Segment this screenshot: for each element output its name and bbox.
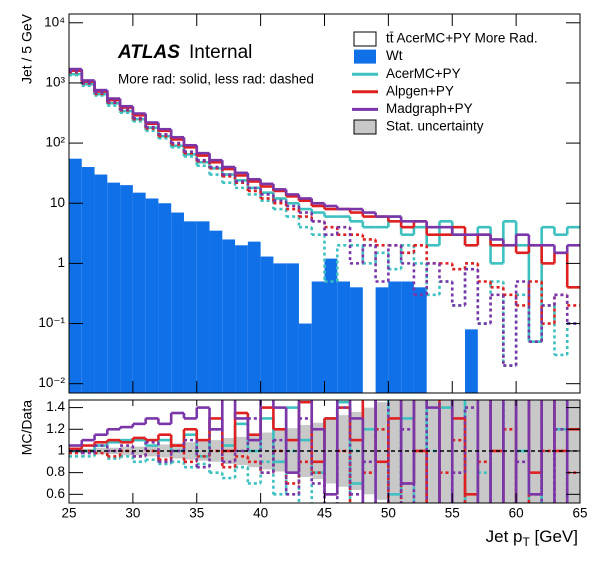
wt-bar — [183, 221, 197, 393]
experiment-label: ATLAS — [117, 42, 180, 63]
x-tick-label: 25 — [61, 506, 76, 521]
wt-bar — [171, 212, 184, 393]
x-tick-label: 60 — [509, 506, 524, 521]
ratio-frame — [68, 399, 581, 504]
wt-bar — [132, 192, 146, 393]
stat-uncertainty-box — [452, 400, 466, 503]
histogram-riser — [80, 400, 569, 503]
wt-bar — [120, 185, 133, 393]
ratio-y-tick-label: 1.4 — [46, 399, 65, 414]
x-tick-label: 50 — [381, 506, 396, 521]
y-tick-label: 10 — [50, 195, 65, 210]
legend-label: Wt — [386, 48, 403, 63]
wt-bar — [209, 230, 223, 393]
y-tick-label: 10² — [45, 135, 65, 150]
main-plot-area — [69, 67, 580, 393]
axes: 10⁴ 10³ 10² 10 1 10⁻¹ 10⁻² 0.6 0.8 1 1.2 1.4 25 30 35 4… — [38, 14, 588, 521]
wt-bar — [337, 281, 351, 393]
x-label-part: Jet p — [486, 527, 523, 546]
wt-bar — [158, 203, 172, 393]
main-frame — [68, 13, 581, 394]
wt-bar — [69, 158, 82, 393]
stat-uncertainty-box — [298, 424, 312, 477]
wt-bar — [260, 256, 274, 393]
histogram-riser — [80, 72, 569, 324]
legend-swatch — [353, 31, 377, 47]
annotation: More rad: solid, less rad: dashed — [118, 72, 314, 87]
x-tick-label: 55 — [445, 506, 460, 521]
legend: tt̄ AcerMC+PY More Rad. Wt AcerMC+PY Alpgen… — [352, 31, 538, 135]
wt-bar — [298, 323, 312, 393]
x-tick-label: 40 — [253, 506, 268, 521]
wt-bar — [81, 167, 95, 393]
x-tick-label: 30 — [125, 506, 140, 521]
legend-swatch — [354, 49, 376, 64]
wt-bar — [286, 263, 299, 393]
wt-bar — [247, 241, 261, 393]
wt-bar — [94, 174, 108, 393]
ratio-y-tick-label: 0.8 — [46, 464, 65, 479]
stat-uncertainty-box — [439, 400, 453, 503]
wt-bar — [350, 287, 363, 393]
wt-bar — [145, 198, 159, 393]
legend-label: Alpgen+PY — [386, 83, 454, 98]
histogram-riser — [93, 400, 543, 503]
wt-bar — [273, 263, 287, 393]
wt-bar — [324, 258, 338, 393]
legend-label: Madgraph+PY — [386, 101, 473, 116]
wt-bar — [413, 287, 427, 393]
wt-bar — [375, 287, 389, 393]
ratio-plot-area — [69, 400, 580, 503]
legend-swatch — [353, 119, 377, 135]
y-tick-label: 10⁴ — [44, 14, 65, 29]
wt-bar — [222, 239, 236, 393]
wt-bar — [235, 245, 248, 393]
wt-bar — [401, 281, 414, 393]
x-label-part: [GeV] — [530, 527, 578, 546]
stat-uncertainty-box — [375, 402, 389, 500]
status-label: Internal — [189, 42, 252, 63]
wt-bar — [465, 329, 478, 393]
legend-label: Stat. uncertainty — [386, 119, 484, 134]
stat-uncertainty-box — [311, 422, 325, 480]
legend-label: AcerMC+PY — [386, 66, 461, 81]
wt-bar — [388, 281, 402, 393]
y-tick-label: 10⁻² — [38, 375, 65, 390]
wt-bar — [196, 221, 210, 393]
y-tick-label: 1 — [57, 255, 65, 270]
legend-label: tt̄ AcerMC+PY More Rad. — [386, 31, 538, 46]
x-tick-label: 35 — [189, 506, 204, 521]
x-tick-label: 65 — [572, 506, 587, 521]
y-tick-label: 10⁻¹ — [38, 315, 65, 330]
x-axis-label: Jet pT [GeV] — [486, 527, 578, 549]
ratio-y-tick-label: 1 — [57, 443, 65, 458]
y-tick-label: 10³ — [45, 75, 65, 90]
x-tick-label: 45 — [317, 506, 332, 521]
y-axis-label: Jet / 5 GeV — [19, 13, 35, 84]
ratio-y-tick-label: 1.2 — [46, 421, 65, 436]
ratio-y-tick-label: 0.6 — [46, 486, 65, 501]
x-label-subscript: T — [522, 535, 530, 549]
stat-uncertainty-box — [503, 400, 517, 503]
wt-bar — [311, 281, 325, 393]
stat-uncertainty-box — [158, 444, 172, 458]
histogram-riser — [80, 71, 569, 366]
stat-uncertainty-box — [528, 400, 542, 503]
wt-bar — [107, 182, 121, 393]
ratio-y-axis-label: MC/Data — [19, 400, 35, 455]
